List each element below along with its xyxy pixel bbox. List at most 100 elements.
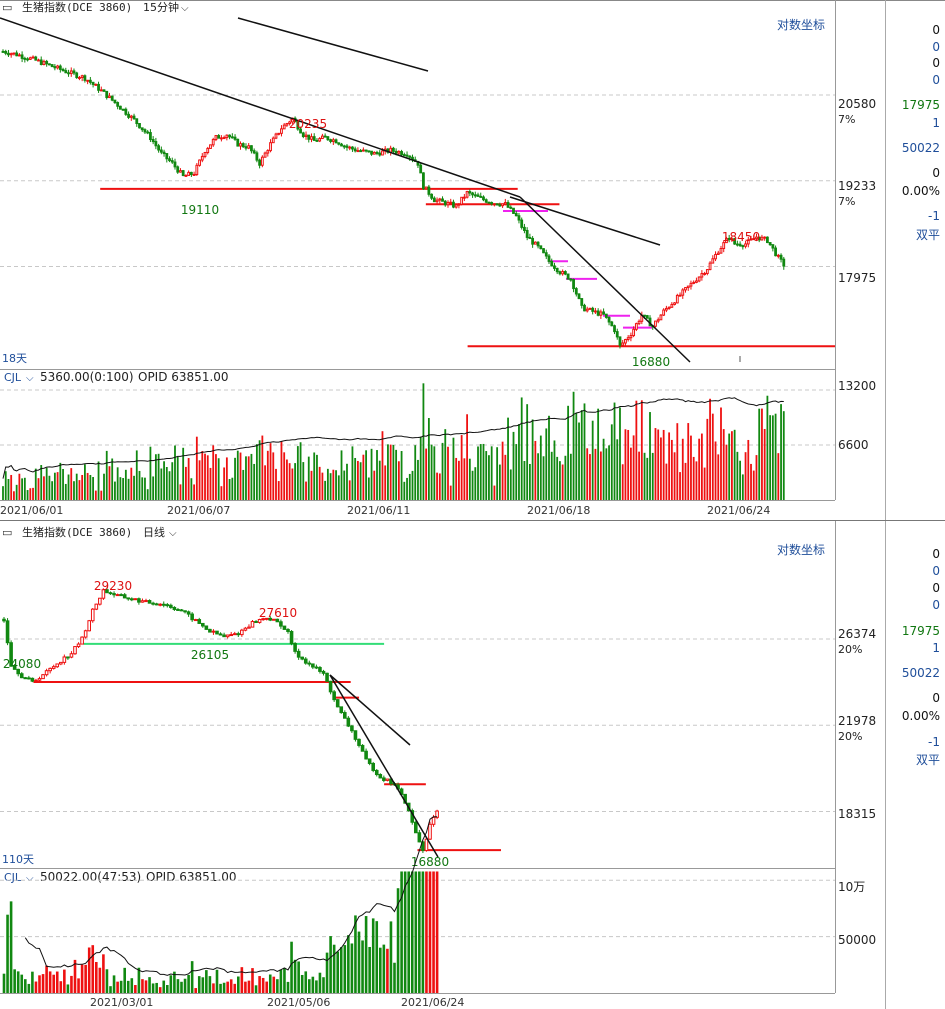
candle: [190, 613, 194, 621]
candle: [17, 54, 21, 57]
volume-bar: [747, 439, 750, 500]
candle: [454, 204, 458, 208]
candle: [165, 153, 169, 160]
candle: [339, 706, 344, 714]
candle: [591, 307, 595, 312]
volume-bar: [407, 871, 410, 993]
volume-header[interactable]: CJL ⌵ 5360.00(0:100) OPID 63851.00: [4, 370, 229, 384]
candle: [105, 90, 109, 99]
panel-header[interactable]: ▭ 生猪指数(DCE 3860) 日线 ⌵: [2, 525, 177, 539]
volume-bar: [370, 448, 373, 500]
volume-bar: [318, 972, 322, 993]
price-axis: 20580 7% 19233 7% 17975: [838, 97, 876, 285]
volume-bar: [668, 432, 671, 500]
volume-bar: [80, 964, 84, 993]
volume-bar: [630, 447, 632, 500]
volume-bar: [449, 485, 452, 500]
volume-bar: [384, 465, 387, 500]
volume-bar: [137, 967, 141, 993]
candle: [44, 670, 49, 676]
volume-bar: [315, 980, 318, 993]
period-selector[interactable]: 日线: [143, 525, 165, 539]
candle: [12, 52, 16, 55]
volume-bar: [359, 462, 362, 500]
candle: [452, 201, 455, 208]
candle: [662, 309, 666, 316]
candle: [509, 206, 513, 209]
volume-bars: [2, 871, 439, 993]
candle: [402, 154, 406, 157]
candle: [692, 281, 696, 284]
volume-bar: [244, 981, 247, 993]
chevron-down-icon[interactable]: ⌵: [26, 373, 34, 384]
volume-bar: [240, 967, 244, 993]
volume-bar: [670, 439, 673, 500]
menu-icon[interactable]: ▭: [2, 526, 12, 539]
volume-bar: [247, 980, 251, 993]
date-axis: 2021/03/01 2021/05/06 2021/06/24: [90, 996, 464, 1009]
volume-bar: [135, 450, 138, 500]
period-selector[interactable]: 15分钟: [143, 0, 179, 14]
volume-bar: [362, 454, 365, 500]
candle: [476, 194, 480, 197]
candle: [405, 154, 409, 157]
candle: [443, 200, 447, 206]
candle: [716, 252, 720, 255]
menu-icon[interactable]: ▭: [2, 1, 12, 14]
candle: [375, 151, 379, 154]
volume-bar: [744, 452, 747, 500]
volume-bar: [155, 982, 158, 993]
candle: [15, 52, 19, 57]
volume-bar: [403, 871, 407, 993]
candle: [64, 70, 68, 74]
volume-bar: [435, 871, 439, 993]
candle: [528, 236, 532, 239]
candle: [431, 816, 436, 825]
candle: [266, 150, 270, 154]
volume-bar: [357, 460, 359, 500]
volume-bar: [4, 471, 7, 500]
candle: [364, 750, 368, 760]
volume-bar: [239, 452, 242, 500]
tick-pct: 20%: [838, 730, 862, 743]
candle: [232, 633, 237, 636]
volume-bar: [55, 971, 59, 993]
candle: [154, 141, 158, 147]
tick-pct: 20%: [838, 643, 862, 656]
stat-value: 0: [932, 166, 940, 180]
chevron-down-icon[interactable]: ⌵: [26, 873, 34, 884]
volume-indicator[interactable]: CJL: [4, 371, 22, 384]
candle: [346, 717, 351, 727]
candle: [9, 53, 13, 56]
volume-bar: [395, 449, 398, 500]
panel-header[interactable]: ▭ 生猪指数(DCE 3860) 15分钟 ⌵: [2, 0, 189, 14]
volume-bar: [520, 397, 523, 500]
volume-bar: [758, 408, 761, 500]
candle: [279, 621, 283, 627]
price-axis: 26374 20% 21978 20% 18315: [838, 627, 876, 821]
candle: [187, 171, 191, 176]
volume-bar: [736, 451, 739, 500]
volume-bar: [700, 433, 703, 500]
volume-indicator[interactable]: CJL: [4, 871, 22, 884]
volume-bar: [176, 979, 180, 993]
candle: [340, 143, 343, 147]
candle: [127, 113, 130, 118]
stat-volume: 50022: [902, 666, 940, 680]
volume-bar: [205, 970, 208, 993]
candle: [165, 604, 170, 607]
volume-bar: [619, 407, 621, 500]
chevron-down-icon[interactable]: ⌵: [169, 528, 177, 539]
volume-bar: [70, 975, 73, 993]
log-scale-toggle[interactable]: 对数坐标: [777, 542, 825, 557]
candle: [755, 236, 758, 240]
candle: [66, 656, 70, 659]
stat-value: 0: [932, 691, 940, 705]
volume-bar: [343, 945, 347, 993]
volume-header[interactable]: CJL ⌵ 50022.00(47:53) OPID 63851.00: [4, 870, 237, 884]
candle: [482, 196, 485, 201]
candle: [271, 137, 275, 144]
volume-bar: [234, 457, 236, 500]
chevron-down-icon[interactable]: ⌵: [181, 3, 189, 14]
log-scale-toggle[interactable]: 对数坐标: [777, 17, 825, 32]
